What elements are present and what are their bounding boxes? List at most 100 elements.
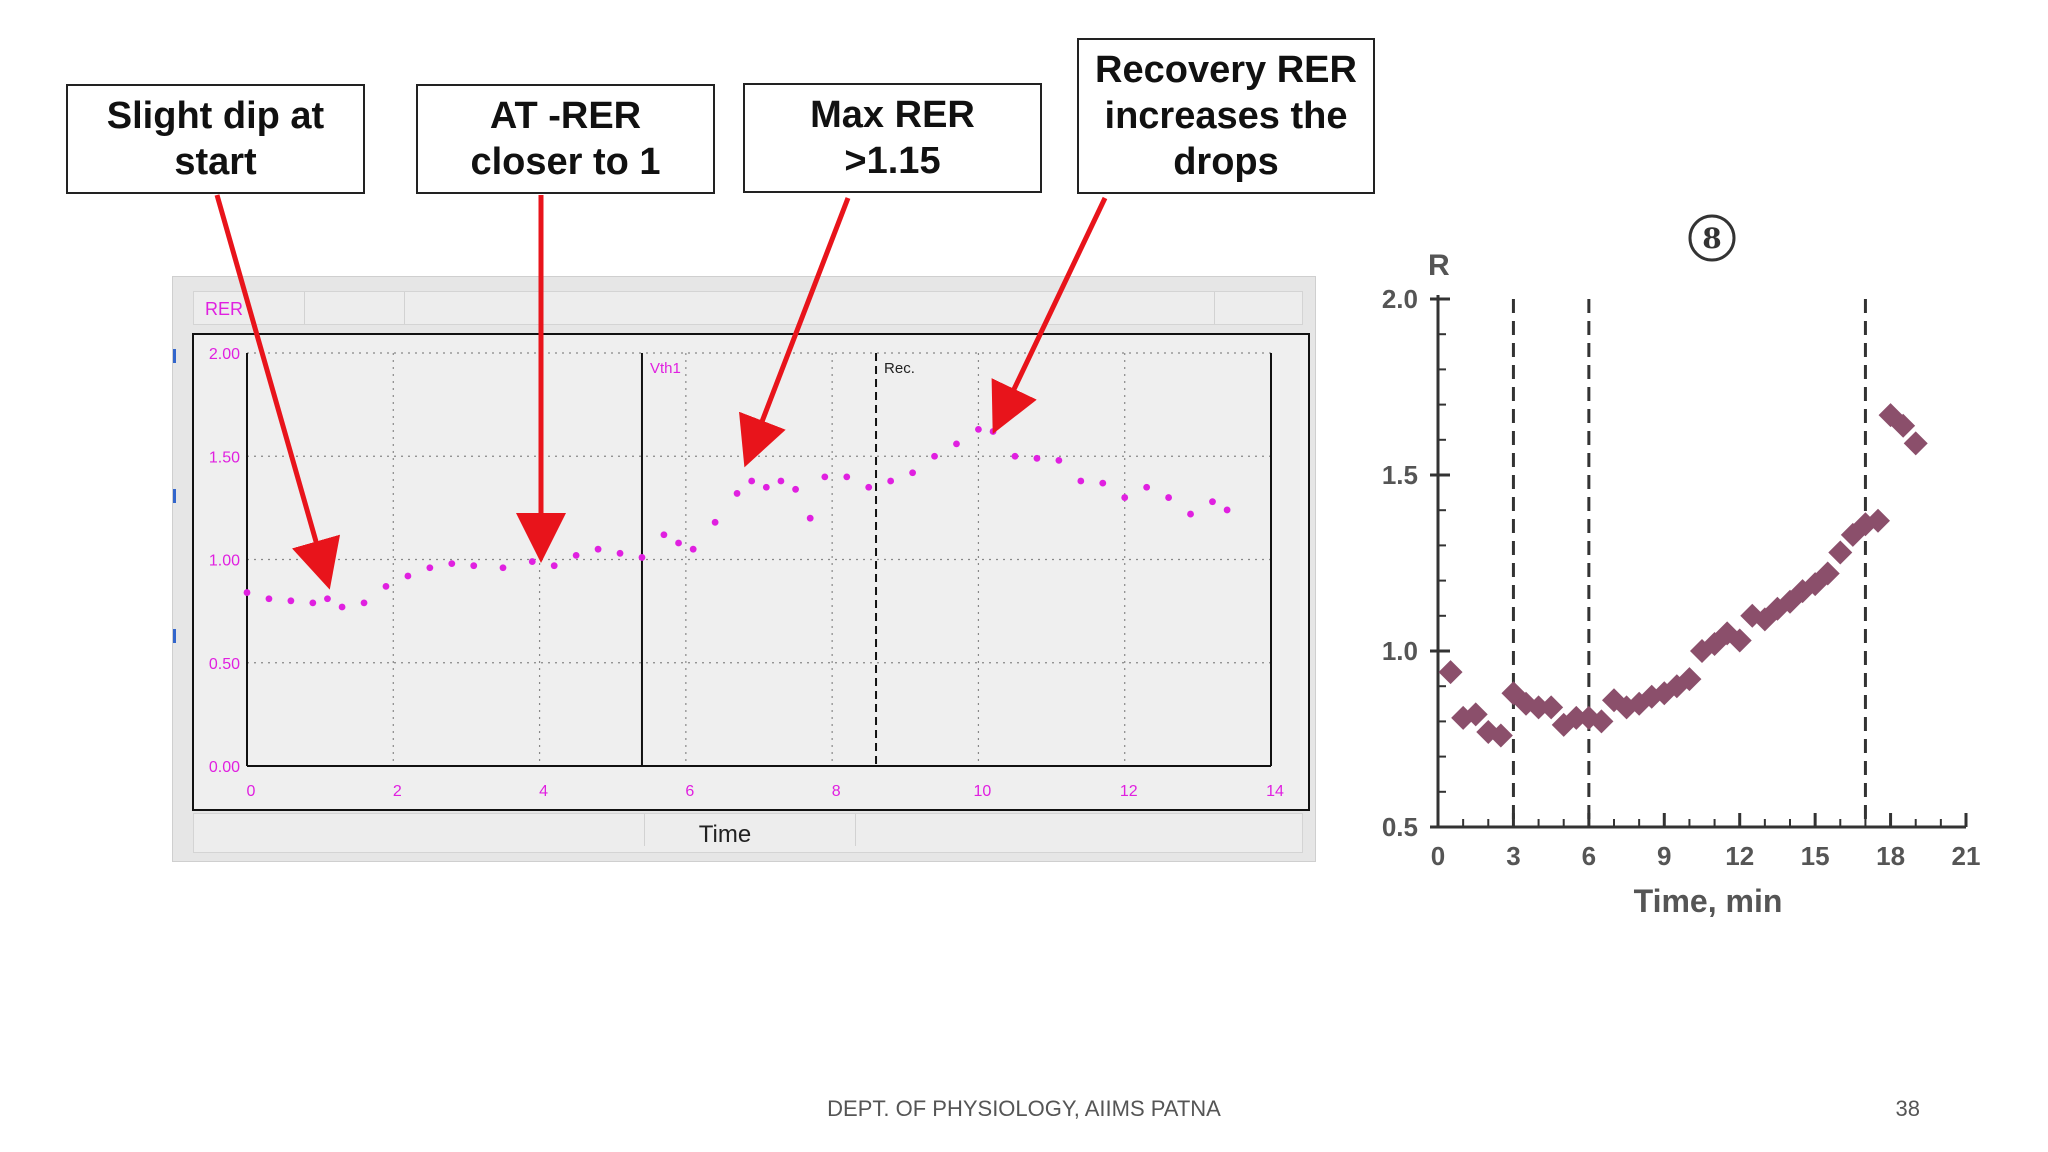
rer-point	[1077, 477, 1085, 485]
rer-point	[1187, 510, 1194, 518]
rer-point	[616, 549, 624, 557]
r-point	[1727, 628, 1752, 653]
x-axis-label: Time, min	[1634, 883, 1783, 919]
r-point	[1539, 695, 1564, 720]
chart-tab-row	[193, 291, 1303, 325]
y-tick-label: 0.5	[1382, 812, 1418, 842]
rer-point	[1209, 498, 1216, 506]
rer-point	[550, 562, 558, 570]
callout-slight-dip: Slight dip at start	[66, 84, 365, 194]
r-point	[1564, 705, 1589, 730]
axis-marker	[173, 349, 176, 363]
rer-point	[382, 582, 390, 590]
x-axis-label: Time	[699, 821, 751, 848]
y-tick-label: 1.0	[1382, 636, 1418, 666]
tab-cell	[644, 814, 856, 846]
rer-point	[821, 473, 829, 481]
rer-point	[426, 564, 434, 572]
x-tick-label: 15	[1801, 841, 1830, 871]
r-point	[1438, 660, 1463, 685]
rer-point	[287, 597, 295, 605]
page-number: 38	[1895, 1096, 1920, 1121]
rer-point	[989, 428, 997, 435]
r-point	[1488, 723, 1513, 748]
rer-point	[243, 589, 251, 596]
rer-point	[309, 599, 317, 607]
rer-point	[806, 514, 814, 522]
y-tick-label: 0.00	[209, 759, 240, 776]
x-tick-label: 10	[974, 783, 992, 800]
r-series	[1438, 403, 1928, 748]
arrow-dip	[214, 194, 341, 590]
rer-point	[470, 562, 478, 570]
reference-line-label: Vth1	[650, 360, 681, 377]
rer-point	[953, 440, 960, 448]
x-tick-label: 9	[1657, 841, 1671, 871]
y-tick-label: 1.5	[1382, 460, 1418, 490]
reference-line-label: Rec.	[884, 360, 915, 377]
rer-point	[675, 539, 682, 547]
r-chart: 8 R Time, min 0.5 1.0 1.5 2.0 0 3 6 9 12 15 18 21	[1382, 214, 1981, 919]
y-axis-label: R	[1428, 249, 1450, 282]
arrow-recovery	[991, 196, 1108, 435]
rer-point	[909, 469, 916, 477]
rer-point	[1143, 483, 1151, 491]
rer-point	[931, 452, 938, 460]
tick-labels: 0.5 1.0 1.5 2.0 0 3 6 9 12 15 18 21	[1382, 284, 1981, 871]
y-tick-label: 0.50	[209, 656, 240, 673]
chart-bottom-bar	[193, 813, 1303, 853]
rer-point	[448, 560, 456, 568]
r-point	[1903, 431, 1928, 456]
rer-point	[1011, 452, 1019, 460]
x-tick-label: 2	[393, 783, 402, 800]
rer-point	[338, 603, 346, 611]
axis-marker	[173, 629, 176, 643]
callout-recovery-rer: Recovery RER increases the drops	[1077, 38, 1375, 194]
y-tick-label: 2.0	[1382, 284, 1418, 314]
rer-point	[733, 490, 741, 497]
r-point	[1526, 695, 1551, 720]
rer-point	[762, 483, 770, 491]
y-tick-label: 1.00	[209, 553, 240, 570]
rer-point	[528, 558, 536, 565]
rer-point	[887, 477, 895, 485]
x-tick-label: 18	[1876, 841, 1905, 871]
rer-point	[1099, 479, 1107, 487]
r-point	[1589, 709, 1614, 734]
rer-point	[843, 473, 851, 481]
reference-lines	[1511, 299, 1867, 827]
x-tick-label: 12	[1725, 841, 1754, 871]
arrow-max	[739, 197, 851, 468]
rer-chart: RER Time Vth1 Rec. 0 2 4 6 8 10 12 14 0.00 0.50 1.0…	[192, 299, 1310, 848]
callout-at-rer: AT -RER closer to 1	[416, 84, 715, 194]
tab-cell	[304, 292, 405, 324]
rer-series	[243, 426, 1231, 611]
rer-point	[499, 564, 507, 572]
rer-point	[865, 483, 873, 491]
callout-max-rer: Max RER >1.15	[743, 83, 1042, 193]
rer-point	[748, 477, 756, 485]
r-point	[1677, 667, 1702, 692]
rer-point	[1165, 494, 1172, 501]
annotation-arrows	[214, 194, 1108, 590]
panel-label: 8	[1702, 222, 1721, 255]
x-tick-label: 6	[1582, 841, 1596, 871]
rer-point	[572, 551, 580, 559]
x-tick-label: 21	[1952, 841, 1981, 871]
r-point	[1891, 413, 1916, 438]
plot-frame	[192, 333, 1310, 811]
tab-cell	[194, 292, 305, 324]
x-tick-label: 4	[539, 783, 548, 800]
x-tick-label: 0	[247, 783, 256, 800]
rer-point	[1033, 454, 1041, 462]
axes	[1430, 295, 1968, 829]
rer-point	[265, 595, 273, 603]
axis-marker	[173, 489, 176, 503]
x-tick-label: 14	[1266, 783, 1284, 800]
r-point	[1866, 508, 1890, 533]
x-tick-label: 12	[1120, 783, 1138, 800]
rer-point	[638, 554, 646, 561]
rer-point	[689, 545, 697, 553]
y-tick-label: 2.00	[209, 346, 240, 363]
